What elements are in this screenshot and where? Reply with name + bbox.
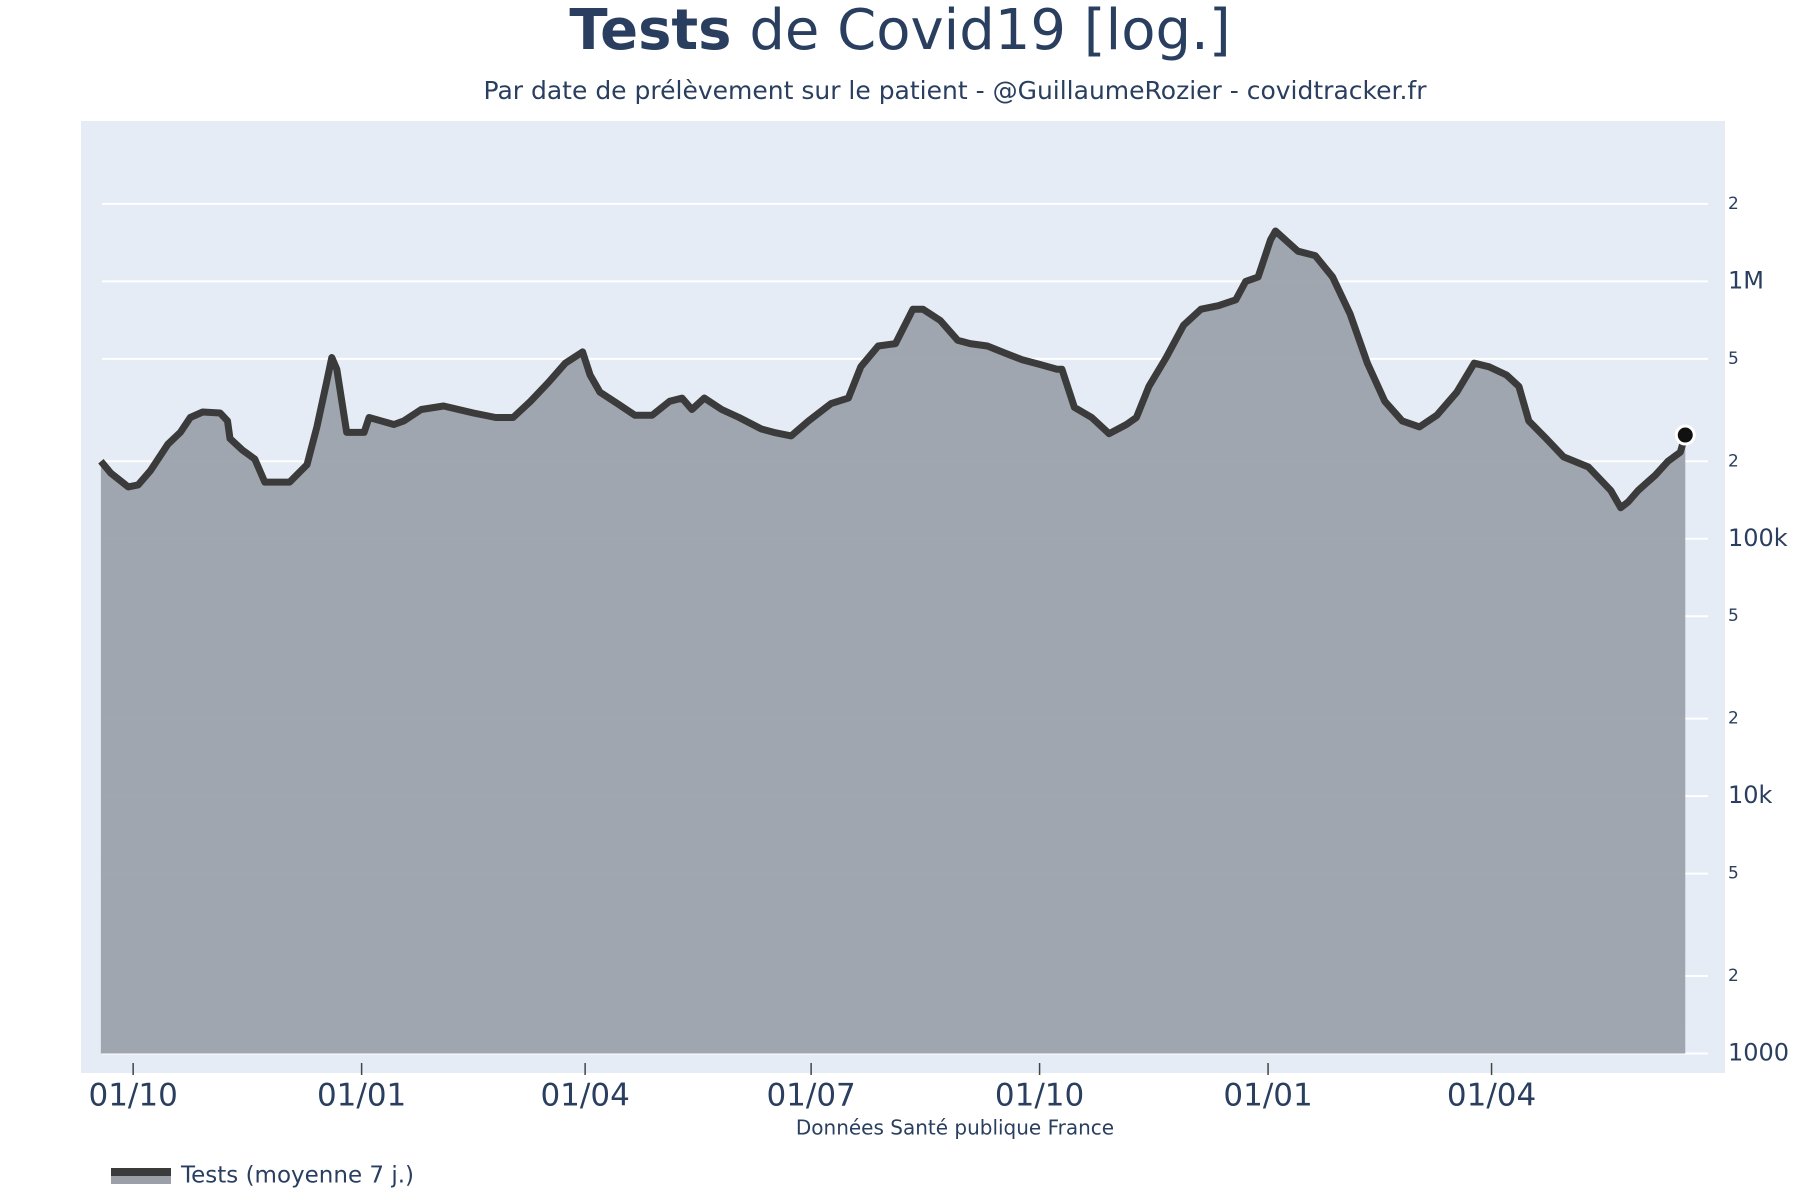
x-tick-label: 01/07 <box>766 1078 855 1114</box>
chart-title: Tests de Covid19 [log.] <box>569 0 1230 63</box>
x-tick-label: 01/10 <box>995 1078 1084 1114</box>
y-tick-label: 1M <box>1728 266 1764 294</box>
x-tick-label: 01/04 <box>540 1078 629 1114</box>
y-tick-label: 5 <box>1728 864 1739 884</box>
y-tick-label: 5 <box>1728 606 1739 626</box>
x-axis-label: Données Santé publique France <box>796 1116 1114 1140</box>
title-bold: Tests <box>569 0 731 63</box>
area <box>100 231 1686 1054</box>
x-tick-label: 01/01 <box>317 1078 406 1114</box>
legend-swatch-fill <box>111 1176 171 1184</box>
y-tick-label: 5 <box>1728 349 1739 369</box>
y-tick-label: 100k <box>1728 524 1788 552</box>
legend-swatch <box>111 1168 171 1176</box>
x-tick-label: 01/10 <box>88 1078 177 1114</box>
x-tick-label: 01/01 <box>1223 1078 1312 1114</box>
y-tick-label: 10k <box>1728 781 1773 809</box>
end-marker <box>1674 424 1696 446</box>
y-tick-label: 2 <box>1728 194 1739 214</box>
x-tick-label: 01/04 <box>1447 1078 1536 1114</box>
subtitle: Par date de prélèvement sur le patient -… <box>484 76 1428 105</box>
y-tick-label: 2 <box>1728 966 1739 986</box>
y-tick-label: 2 <box>1728 709 1739 729</box>
y-tick-label: 2 <box>1728 451 1739 471</box>
line <box>98 227 1689 512</box>
legend-label: Tests (moyenne 7 j.) <box>180 1163 414 1189</box>
y-tick-label: 1000 <box>1728 1039 1789 1067</box>
title-rest: de Covid19 [log.] <box>749 0 1230 63</box>
